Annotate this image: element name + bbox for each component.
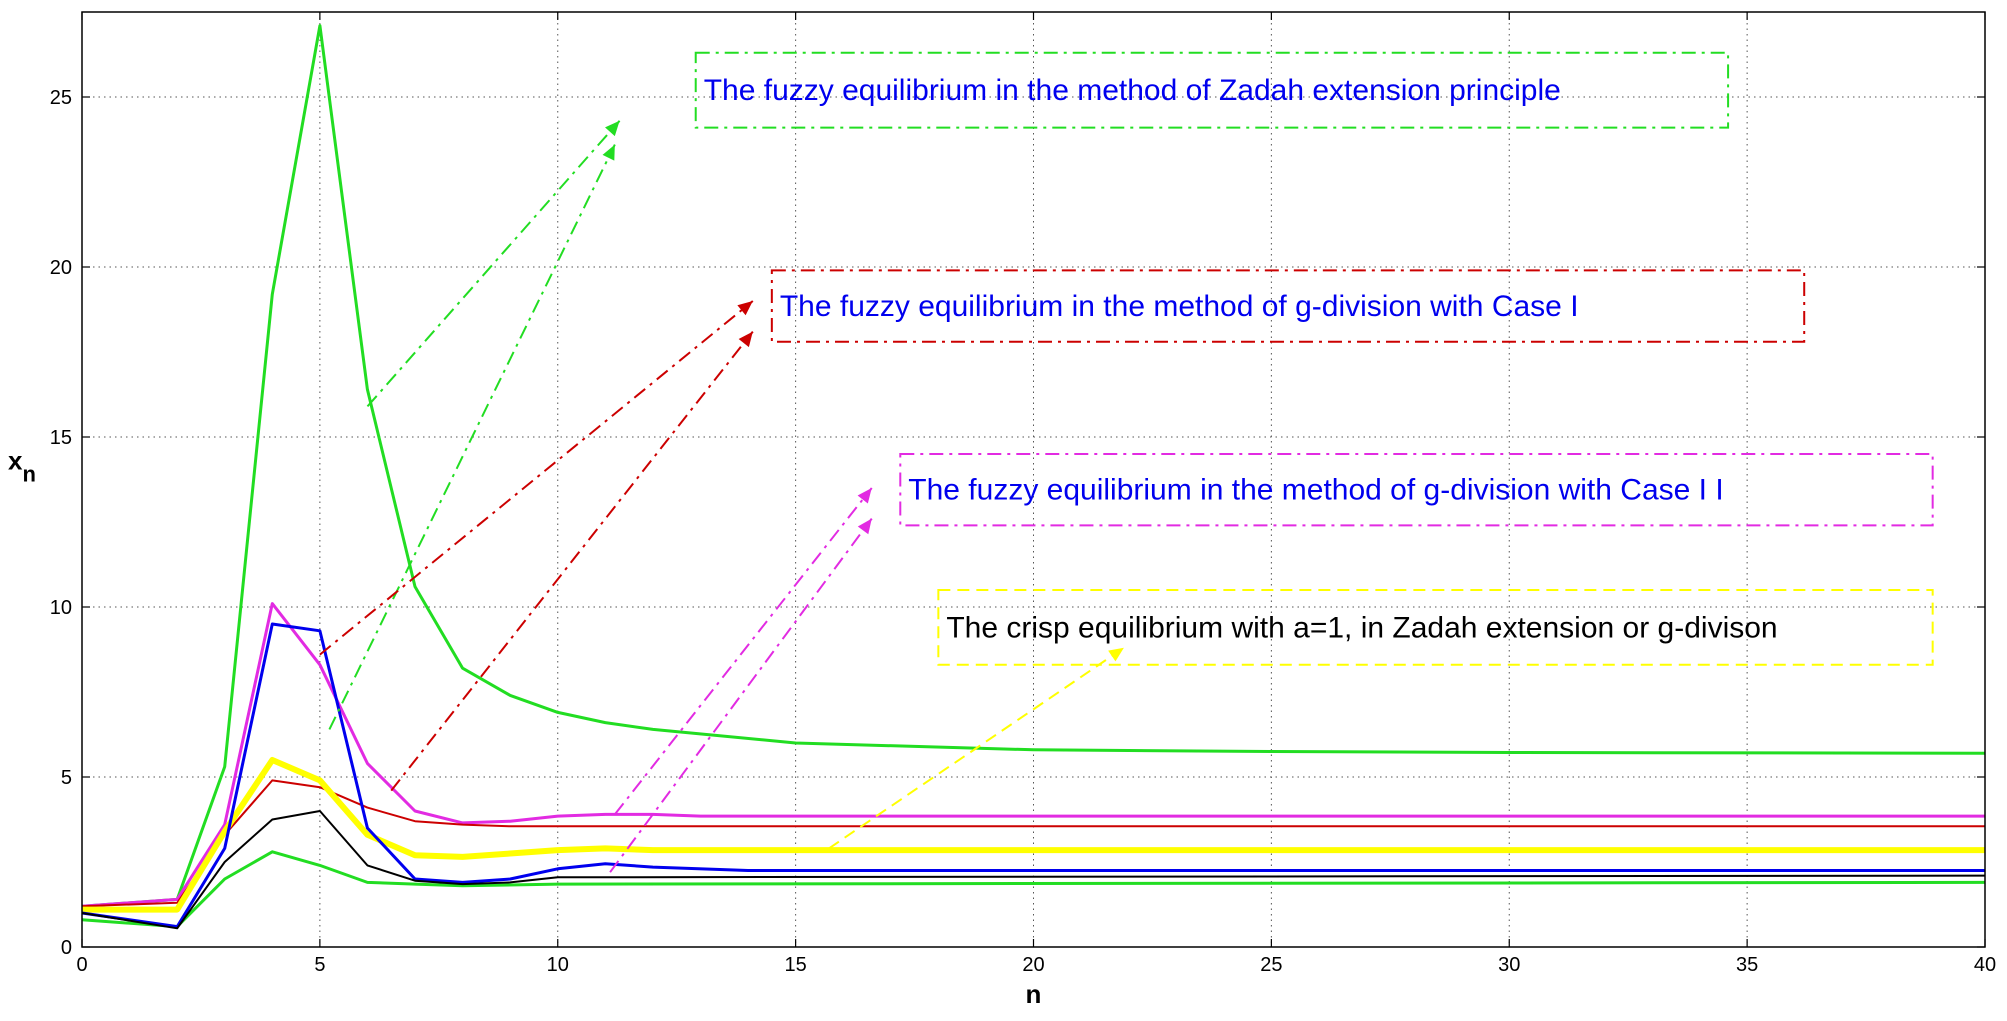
x-tick-label: 20 [1022,954,1044,976]
series-lines [81,24,1986,930]
x-tick-label: 15 [785,954,807,976]
annotation-text: The fuzzy equilibrium in the method of Z… [704,74,1561,107]
annotation-arrow-head [737,301,753,316]
annotation-arrow-head [857,488,872,504]
x-tick-label: 40 [1974,954,1996,976]
x-tick-label: 5 [314,954,325,976]
y-tick-label: 10 [50,597,72,619]
ticks: 0 5 10 15 20 25 30 35 40 0 5 10 15 20 25 [50,12,1996,976]
annotation-box [937,589,1934,666]
annotation-arrow-line [328,144,616,730]
y-tick-label: 5 [61,767,72,789]
annotation-text: The fuzzy equilibrium in the method of g… [780,290,1579,323]
annotation-arrow-line [319,300,754,656]
y-tick-label: 20 [50,257,72,279]
series-line-black [81,810,1986,930]
annotation-arrow-line [366,120,621,408]
y-axis-label: xn [8,446,36,487]
annotation-text: The fuzzy equilibrium in the method of g… [908,474,1723,507]
annotation-arrow-line [390,330,754,792]
x-tick-label: 35 [1736,954,1758,976]
annotation-arrow-line [828,646,1125,850]
series-line-blue [81,622,1985,929]
series-line-yellow [82,757,1985,913]
x-tick-label: 25 [1260,954,1282,976]
grid [82,12,1985,947]
annotation-arrow-head [1108,647,1124,662]
x-tick-label: 0 [76,954,87,976]
series-line-green [81,850,1986,929]
annotation-arrow-head [602,144,615,161]
annotation-boxes: The fuzzy equilibrium in the method of Z… [694,51,1934,666]
annotation-arrow-head [857,518,872,535]
annotation-arrow-line [614,487,873,816]
x-tick-label: 30 [1498,954,1520,976]
annotation-text: The crisp equilibrium with a=1, in Zadah… [946,611,1777,644]
annotation-arrow-head [738,331,753,348]
y-axis-label-main: x [8,446,23,476]
y-axis-label-subscript: n [23,462,36,487]
annotation-arrows [319,120,1125,873]
x-tick-label: 10 [547,954,569,976]
annotation-arrow-head [605,120,620,137]
annotation-box [694,51,1730,129]
annotation-arrow-line [609,518,873,873]
x-axis-label: n [1026,979,1042,1009]
y-tick-label: 25 [50,87,72,109]
y-tick-label: 15 [50,427,72,449]
series-line-magenta [81,602,1985,908]
y-tick-label: 0 [61,937,72,959]
series-line-green [81,24,1986,908]
